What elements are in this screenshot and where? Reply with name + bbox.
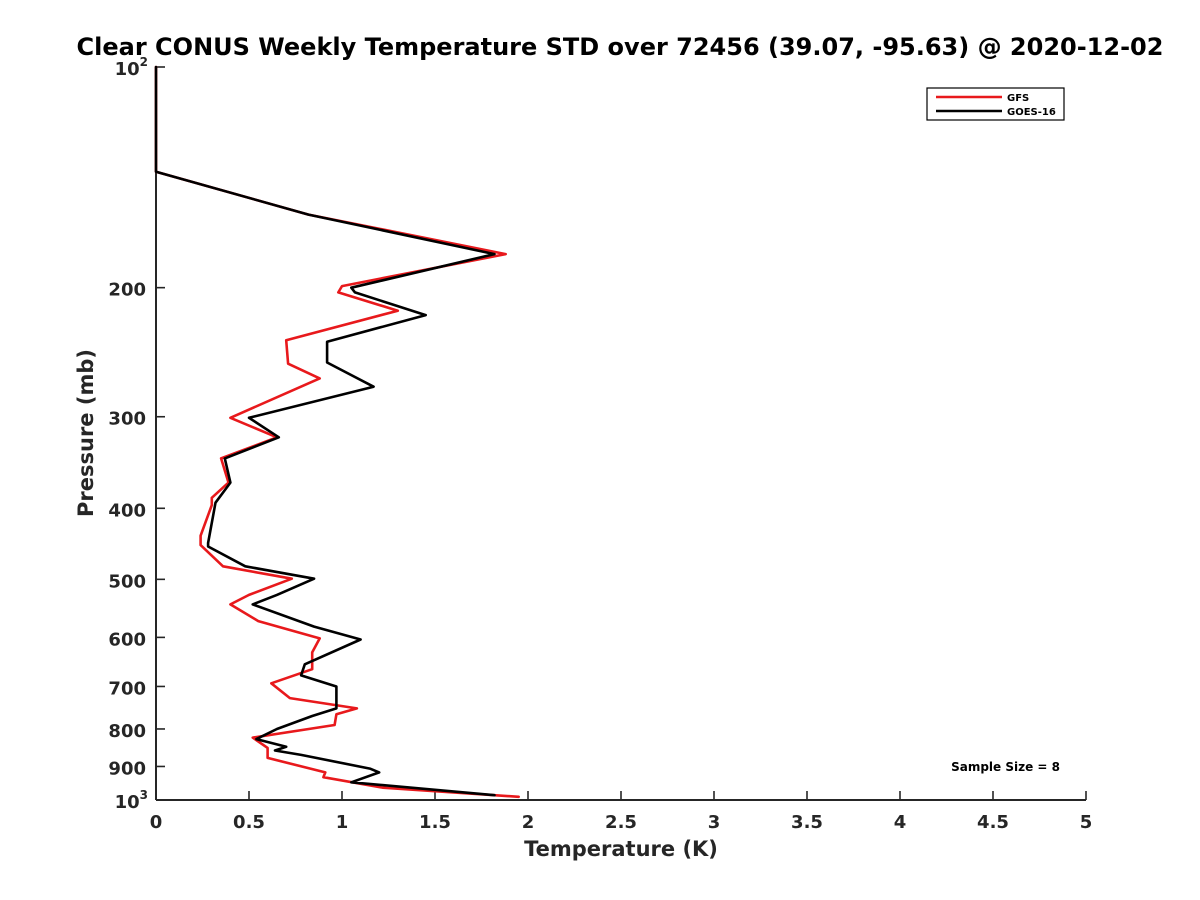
- x-tick-label: 5: [1080, 812, 1093, 833]
- x-tick-label: 4: [894, 812, 907, 833]
- x-axis-label: Temperature (K): [524, 837, 718, 861]
- series-lines: [154, 65, 521, 799]
- y-tick-label: 102: [115, 55, 148, 80]
- x-tick-label: 1: [336, 812, 349, 833]
- series-line-goes-16: [154, 65, 496, 797]
- y-tick-label: 500: [108, 571, 146, 592]
- x-tick-label: 0: [150, 812, 163, 833]
- x-tick-label: 3.5: [791, 812, 823, 833]
- sample-size-annotation: Sample Size = 8: [951, 760, 1060, 774]
- y-tick-label: 200: [108, 280, 146, 301]
- y-tick-label: 600: [108, 629, 146, 650]
- y-tick-label: 700: [108, 678, 146, 699]
- x-tick-label: 0.5: [233, 812, 265, 833]
- chart-title: Clear CONUS Weekly Temperature STD over …: [77, 33, 1164, 61]
- y-tick-label: 300: [108, 409, 146, 430]
- legend-box: [926, 87, 1065, 121]
- chart-legend: GFS GOES-16: [926, 87, 1065, 121]
- x-tick-label: 2: [522, 812, 535, 833]
- x-tick-label: 1.5: [419, 812, 451, 833]
- x-tick-label: 3: [708, 812, 721, 833]
- y-axis-ticks: 102 200 300 400 500 600 700 800 900 103: [108, 55, 165, 813]
- x-axis-ticks: 0 0.5 1 1.5 2 2.5 3 3.5 4 4.5 5: [150, 791, 1093, 833]
- y-tick-label: 400: [108, 500, 146, 521]
- legend-label-goes-16: GOES-16: [1007, 107, 1056, 118]
- legend-label-gfs: GFS: [1007, 93, 1029, 104]
- y-tick-label: 800: [108, 721, 146, 742]
- y-tick-label: 900: [108, 758, 146, 779]
- x-tick-label: 2.5: [605, 812, 637, 833]
- x-tick-label: 4.5: [977, 812, 1009, 833]
- y-tick-label: 103: [115, 788, 148, 813]
- y-axis-label: Pressure (mb): [74, 349, 98, 517]
